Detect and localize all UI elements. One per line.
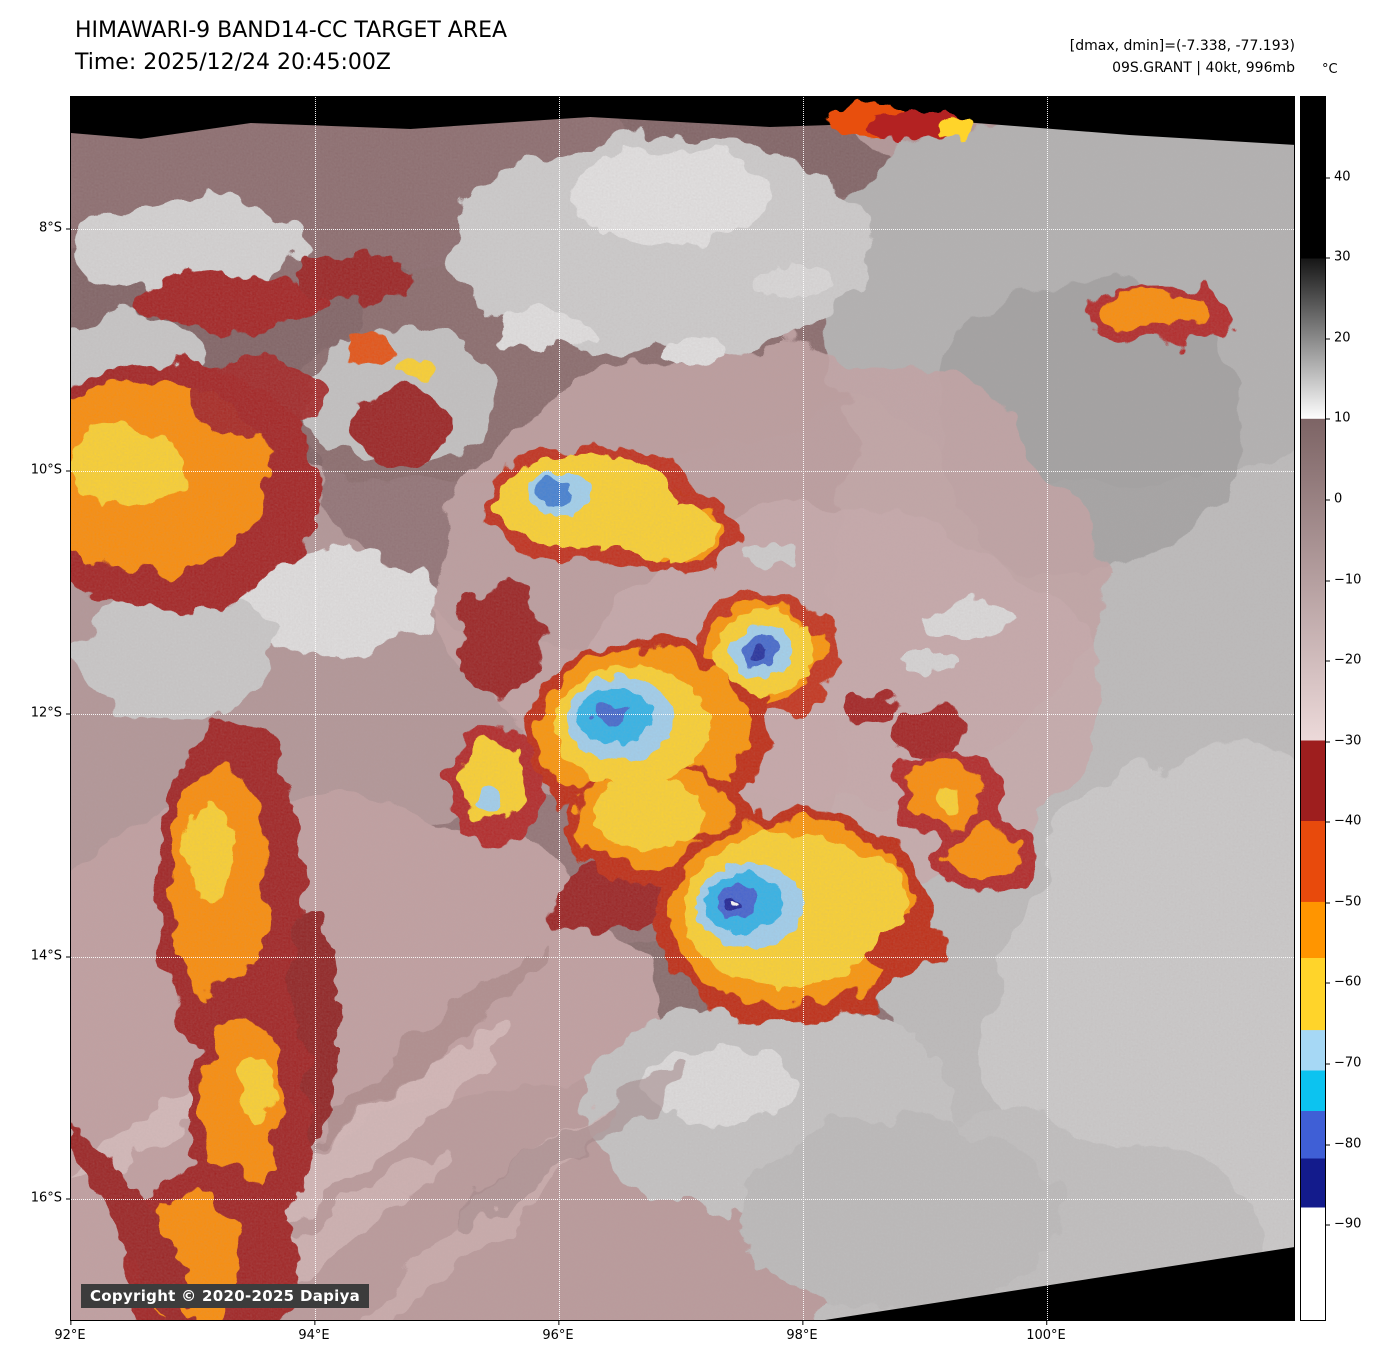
colorbar-tick-label: −50 — [1325, 894, 1362, 910]
gridline-horizontal-8s — [71, 229, 1294, 230]
satellite-map: Copyright © 2020-2025 Dapiya — [70, 96, 1295, 1321]
colorbar-tick-label: 0 — [1325, 491, 1343, 507]
storm-info-label: 09S.GRANT | 40kt, 996mb — [1112, 59, 1295, 76]
colorbar-tick-label: −70 — [1325, 1055, 1362, 1071]
lon-tick-label: 96°E — [542, 1321, 574, 1343]
gridline-vertical-94e — [315, 97, 316, 1320]
lon-tick-label: 94°E — [298, 1321, 330, 1343]
colorbar-tick-label: 40 — [1326, 169, 1351, 185]
figure-time: Time: 2025/12/24 20:45:00Z — [75, 50, 391, 75]
colorbar — [1300, 96, 1326, 1321]
figure-meta: [dmax, dmin]=(-7.338, -77.193) 09S.GRANT… — [1070, 36, 1295, 79]
satellite-image — [71, 97, 1294, 1320]
colorbar-tick-label: −60 — [1325, 974, 1362, 990]
gridline-vertical-96e — [559, 97, 560, 1320]
gridline-horizontal-12s — [71, 714, 1294, 715]
gridline-horizontal-14s — [71, 957, 1294, 958]
colorbar-tick-label: −20 — [1325, 652, 1362, 668]
colorbar-tick-label: −40 — [1325, 813, 1362, 829]
lon-tick-label: 98°E — [786, 1321, 818, 1343]
gridline-vertical-98e — [803, 97, 804, 1320]
figure-title: HIMAWARI-9 BAND14-CC TARGET AREA — [75, 18, 508, 43]
colorbar-tick-label: −10 — [1325, 572, 1362, 588]
colorbar-tick-label: −90 — [1325, 1216, 1362, 1232]
colorbar-tick-label: 20 — [1326, 330, 1351, 346]
lon-tick-label: 100°E — [1026, 1321, 1066, 1343]
gridline-horizontal-16s — [71, 1199, 1294, 1200]
colorbar-unit-label: °C — [1322, 62, 1338, 77]
lat-tick-label: 14°S — [0, 949, 70, 964]
lon-tick-label: 92°E — [54, 1321, 86, 1343]
colorbar-tick-label: −80 — [1325, 1136, 1362, 1152]
gridline-vertical-100e — [1047, 97, 1048, 1320]
lat-tick-label: 8°S — [0, 221, 70, 236]
dmax-dmin-label: [dmax, dmin]=(-7.338, -77.193) — [1069, 38, 1295, 54]
copyright-badge: Copyright © 2020-2025 Dapiya — [81, 1284, 370, 1308]
gridline-horizontal-10s — [71, 471, 1294, 472]
colorbar-tick-label: 10 — [1326, 410, 1351, 426]
lat-tick-label: 16°S — [0, 1191, 70, 1206]
lat-tick-label: 10°S — [0, 463, 70, 478]
colorbar-tick-label: −30 — [1325, 733, 1362, 749]
lat-tick-label: 12°S — [0, 706, 70, 721]
colorbar-tick-label: 30 — [1326, 249, 1351, 265]
